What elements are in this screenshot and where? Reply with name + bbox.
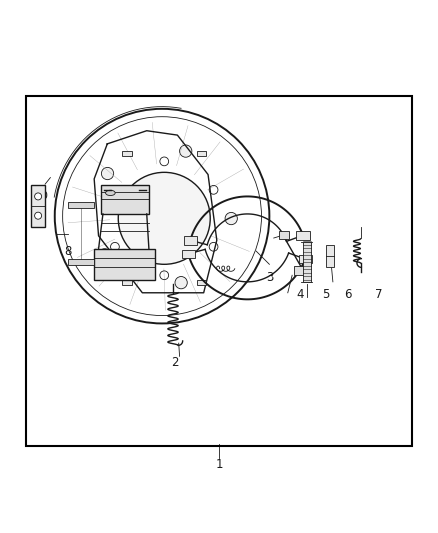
Bar	[68, 202, 94, 208]
Circle shape	[120, 174, 204, 258]
Circle shape	[99, 249, 111, 261]
Text: 2: 2	[171, 357, 179, 369]
Text: 7: 7	[375, 288, 383, 302]
Bar	[197, 151, 206, 157]
Text: 8: 8	[64, 245, 71, 257]
Text: 4: 4	[296, 288, 304, 302]
Bar	[182, 249, 195, 259]
Circle shape	[225, 213, 237, 225]
Text: 5: 5	[323, 288, 330, 302]
Bar	[122, 151, 132, 157]
Text: 1: 1	[215, 458, 223, 471]
Text: 9: 9	[112, 190, 120, 203]
Circle shape	[35, 212, 42, 219]
Bar	[326, 245, 334, 266]
Bar	[101, 185, 149, 214]
Bar	[197, 280, 206, 286]
Text: 6: 6	[344, 288, 352, 302]
Text: 10: 10	[35, 191, 49, 201]
Bar	[26, 96, 412, 446]
Bar	[31, 185, 45, 227]
Bar	[294, 265, 310, 275]
Circle shape	[101, 167, 113, 180]
Circle shape	[175, 277, 187, 289]
Bar	[279, 231, 289, 239]
Circle shape	[118, 172, 210, 264]
Bar	[303, 243, 311, 282]
Bar	[68, 259, 94, 265]
Circle shape	[35, 193, 42, 200]
Text: 3: 3	[266, 271, 273, 284]
Bar	[297, 231, 310, 240]
Bar	[94, 249, 155, 280]
Bar	[122, 280, 132, 286]
Ellipse shape	[106, 190, 115, 196]
Bar	[184, 236, 197, 245]
Bar	[299, 255, 312, 263]
Circle shape	[180, 145, 192, 157]
